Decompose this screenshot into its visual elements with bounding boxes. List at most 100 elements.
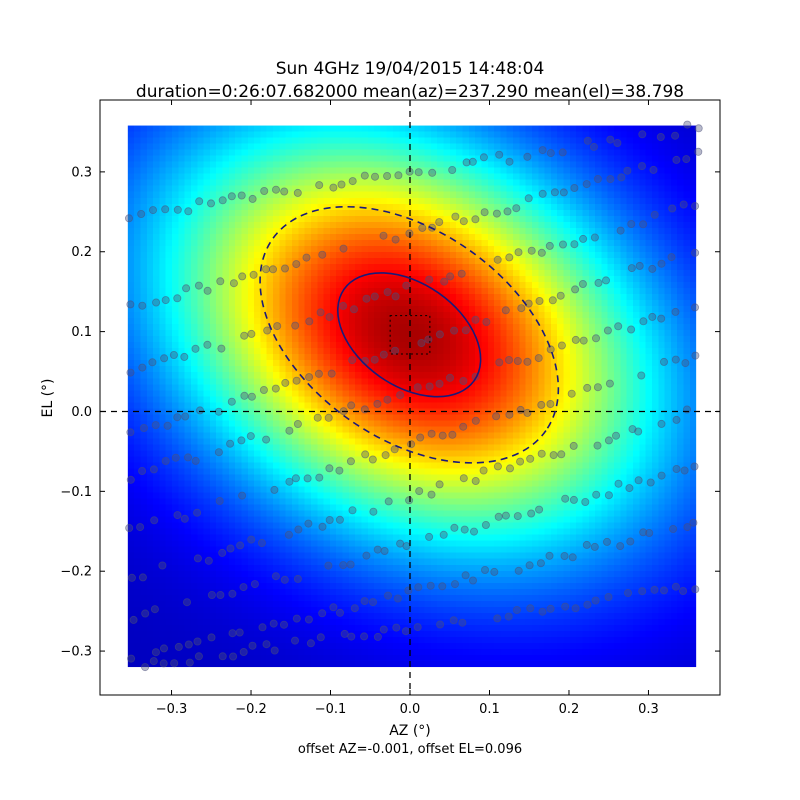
scan-sample [650, 210, 659, 219]
scan-sample [535, 505, 544, 514]
scan-sample [514, 248, 523, 257]
scan-sample [303, 474, 312, 483]
scan-sample [569, 441, 578, 450]
scan-sample [349, 305, 358, 314]
scan-sample [159, 644, 168, 653]
scan-sample [616, 226, 625, 235]
scan-sample [493, 614, 502, 623]
scan-sample [617, 173, 626, 182]
scan-sample [614, 322, 623, 331]
scan-sample [293, 419, 302, 428]
scan-sample [383, 395, 392, 404]
scan-sample [161, 205, 170, 214]
y-tick-label: 0.1 [71, 325, 92, 340]
scan-sample [505, 253, 514, 262]
scan-sample [591, 596, 600, 605]
x-tick-label: −0.2 [235, 702, 267, 717]
scan-sample [523, 152, 532, 161]
scan-sample [268, 265, 277, 274]
scan-sample [462, 158, 471, 167]
scan-sample [679, 200, 688, 209]
axis-ticks: −0.3 −0.2 −0.1 0.0 0.1 0.2 0.3 −0.3 −0.2 −0.1 0.0 0… [60, 100, 720, 717]
scan-sample [151, 421, 160, 430]
scan-sample [302, 253, 311, 262]
scan-sample [493, 255, 502, 264]
scan-sample [583, 136, 592, 145]
scan-sample [549, 451, 558, 460]
scan-sample [589, 142, 598, 151]
scan-sample [370, 292, 379, 301]
scan-sample [459, 217, 468, 226]
scan-sample [248, 194, 257, 203]
scan-sample [538, 189, 547, 198]
scan-sample [691, 202, 700, 211]
scan-sample [237, 436, 246, 445]
scan-sample [626, 537, 635, 546]
scan-sample [546, 149, 555, 158]
scan-sample [125, 524, 134, 533]
scan-sample [329, 603, 338, 612]
scan-sample [568, 553, 577, 562]
scan-sample [691, 248, 700, 257]
scan-sample [292, 260, 301, 269]
scan-sample [546, 604, 555, 613]
scan-sample [660, 357, 669, 366]
scan-sample [281, 378, 290, 387]
scan-sample [148, 206, 157, 215]
scan-sample [318, 609, 327, 618]
scan-sample [193, 508, 202, 517]
scan-sample [383, 288, 392, 297]
heatmap [127, 125, 697, 668]
scan-sample [226, 439, 235, 448]
scan-sample [458, 618, 467, 627]
scan-sample [227, 397, 236, 406]
fit-contour-inner [336, 272, 482, 398]
scan-sample [450, 326, 459, 335]
scan-sample [380, 547, 389, 556]
scan-sample [689, 518, 698, 527]
scan-sample [649, 165, 658, 174]
scan-sample [207, 633, 216, 642]
scan-sample [161, 296, 170, 305]
scan-sample [638, 587, 647, 596]
scan-sample [327, 369, 336, 378]
scan-sample [313, 413, 322, 422]
scan-sample [495, 358, 504, 367]
scan-sample [394, 171, 403, 180]
scan-sample [656, 132, 665, 141]
scan-sample [603, 537, 612, 546]
scan-sample [461, 571, 470, 580]
scan-sample [671, 355, 680, 364]
scan-sample [691, 303, 700, 312]
scan-sample [305, 373, 314, 382]
scan-sample [537, 248, 546, 257]
y-tick-label: −0.3 [60, 645, 92, 660]
scan-sample [170, 659, 179, 668]
scan-sample [125, 214, 134, 223]
scan-sample [402, 542, 411, 551]
scan-sample [657, 471, 666, 480]
scan-sample [335, 466, 344, 475]
scan-sample [250, 580, 259, 589]
scan-sample [127, 573, 136, 582]
scan-sample [180, 514, 189, 523]
scan-sample [195, 406, 204, 415]
scan-sample [538, 607, 547, 616]
footnote-offset: offset AZ=-0.001, offset EL=0.096 [298, 742, 522, 757]
scan-sample [173, 294, 182, 303]
scan-sample [228, 629, 237, 638]
scan-sample [634, 476, 643, 485]
scan-sample [623, 166, 632, 175]
scan-sample [249, 270, 258, 279]
scan-sample [348, 177, 357, 186]
scan-sample [126, 300, 135, 309]
scan-sample [414, 168, 423, 177]
scan-sample [682, 155, 691, 164]
scan-sample [271, 572, 280, 581]
scan-sample [383, 591, 392, 600]
x-tick-label: −0.1 [315, 702, 347, 717]
scan-sample [671, 307, 680, 316]
scan-sample [183, 453, 192, 462]
scan-sample [138, 466, 147, 475]
scan-sample [315, 473, 324, 482]
